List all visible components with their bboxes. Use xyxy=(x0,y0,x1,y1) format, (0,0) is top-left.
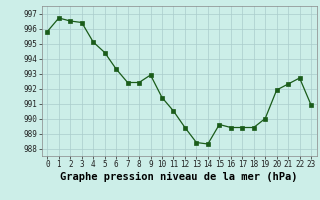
X-axis label: Graphe pression niveau de la mer (hPa): Graphe pression niveau de la mer (hPa) xyxy=(60,172,298,182)
